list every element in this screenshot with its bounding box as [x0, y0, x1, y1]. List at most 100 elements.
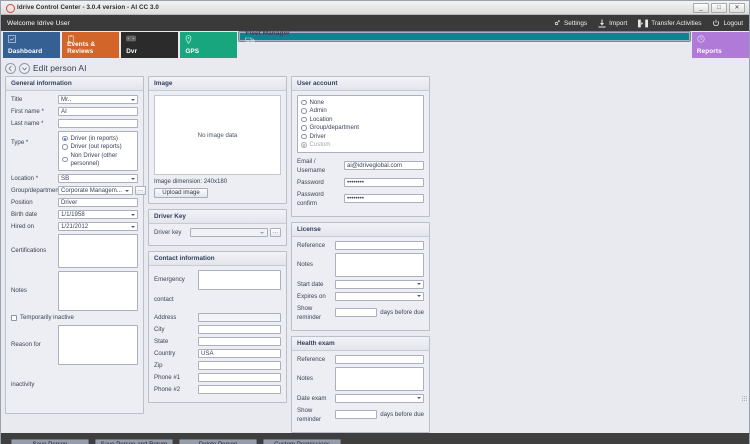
- position-input[interactable]: [58, 198, 138, 207]
- download-icon: [598, 19, 606, 28]
- group-department-select[interactable]: Corporate Managem...: [58, 186, 133, 195]
- column-general: General information Title Mr.. First nam…: [5, 76, 146, 414]
- phone2-input[interactable]: [198, 385, 281, 394]
- address-input[interactable]: [198, 313, 281, 322]
- driver-key-browse-button[interactable]: ...: [269, 228, 281, 237]
- logout-button[interactable]: Logout: [712, 19, 743, 28]
- phone1-input[interactable]: [198, 373, 281, 382]
- health-notes-textarea[interactable]: [335, 366, 424, 391]
- custom-permissions-button[interactable]: Custom Permissions: [263, 439, 341, 444]
- nav-tile-reports[interactable]: Reports: [691, 32, 749, 58]
- close-button[interactable]: ✕: [729, 2, 745, 13]
- group-department-browse-button[interactable]: ...: [134, 186, 146, 195]
- license-expires-on-picker[interactable]: [335, 291, 424, 301]
- license-reference-input[interactable]: [335, 240, 424, 250]
- hired-on-picker[interactable]: 1/21/2012: [58, 222, 138, 231]
- health-date-exam-picker[interactable]: [335, 393, 424, 403]
- radio-dot-icon: [301, 116, 307, 123]
- nav-tile-dashboard[interactable]: Dashboard: [3, 32, 61, 58]
- settings-button[interactable]: Settings: [552, 19, 587, 28]
- maximize-button[interactable]: □: [711, 2, 727, 13]
- zip-label: Zip: [154, 362, 163, 369]
- transfer-activities-button[interactable]: Transfer Activities: [638, 19, 701, 28]
- license-start-date-picker[interactable]: [335, 279, 424, 289]
- field-temporarily-inactive[interactable]: Temporarily inactive: [11, 314, 138, 321]
- title-select[interactable]: Mr..: [58, 95, 138, 104]
- location-label: Location *: [11, 175, 39, 182]
- top-bar: Welcome Idrive User Settings Import Tran…: [1, 15, 749, 31]
- role-radio-none[interactable]: None: [301, 99, 420, 107]
- password-confirm-input[interactable]: [344, 194, 424, 203]
- email-username-input[interactable]: [344, 161, 424, 170]
- delete-person-button[interactable]: Delete Person: [179, 439, 257, 444]
- nav-tile-events-reviews[interactable]: Events & Reviews: [62, 32, 120, 58]
- health-reminder-input[interactable]: [335, 410, 378, 419]
- title-select-value: Mr..: [61, 96, 72, 103]
- resize-grip[interactable]: [742, 396, 747, 401]
- truck-icon: [245, 36, 256, 45]
- field-notes: Notes: [11, 271, 138, 311]
- type-label: Type *: [11, 139, 29, 146]
- notes-label: Notes: [11, 287, 27, 294]
- field-title: Title Mr..: [11, 95, 138, 104]
- save-person-and-return-button[interactable]: Save Person and Return: [95, 439, 173, 444]
- license-reminder-suffix: days before due: [380, 309, 424, 316]
- back-arrow-icon[interactable]: [5, 62, 16, 74]
- city-input[interactable]: [198, 325, 281, 334]
- notes-textarea[interactable]: [58, 271, 138, 311]
- first-name-label: First name *: [11, 108, 44, 115]
- birth-date-picker[interactable]: 1/1/1958: [58, 210, 138, 219]
- upload-image-button[interactable]: Upload image: [154, 188, 208, 198]
- type-radio-driver-in-reports[interactable]: Driver (in reports): [62, 135, 134, 143]
- field-license-start-date: Start date: [297, 279, 424, 289]
- reason-for-inactivity-textarea[interactable]: [58, 325, 138, 365]
- role-radio-driver-label: Driver: [309, 132, 326, 140]
- license-notes-textarea[interactable]: [335, 252, 424, 277]
- driver-key-select[interactable]: [190, 228, 268, 237]
- last-name-input[interactable]: [58, 119, 138, 128]
- field-zip: Zip: [154, 361, 281, 370]
- clock-icon: [697, 35, 705, 45]
- address-label: Address: [154, 314, 177, 321]
- password-input[interactable]: [344, 177, 424, 187]
- role-radio-admin[interactable]: Admin: [301, 107, 420, 115]
- minimize-button[interactable]: _: [693, 2, 709, 13]
- birth-date-label: Birth date: [11, 211, 38, 218]
- zip-input[interactable]: [198, 361, 281, 370]
- nav-tile-gps[interactable]: GPS: [180, 32, 238, 58]
- type-radio-driver-out-reports[interactable]: Driver (out reports): [62, 143, 134, 151]
- health-reminder-suffix: days before due: [380, 411, 424, 418]
- role-radio-location[interactable]: Location: [301, 116, 420, 124]
- state-input[interactable]: [198, 337, 281, 346]
- save-person-button[interactable]: Save Person: [11, 439, 89, 444]
- transfer-activities-label: Transfer Activities: [651, 19, 702, 27]
- field-emergency-contact: Emergency contact: [154, 270, 281, 310]
- country-input[interactable]: [198, 349, 281, 358]
- certifications-label: Certifications: [11, 247, 47, 254]
- chevron-down-icon: [124, 187, 131, 194]
- nav-tile-fleet-manager[interactable]: Fleet Manager: [238, 30, 691, 43]
- location-select-value: SB: [61, 175, 70, 182]
- last-name-label: Last name *: [11, 120, 44, 127]
- location-select[interactable]: SB: [58, 174, 138, 183]
- nav-tile-dvr[interactable]: Dvr: [121, 32, 179, 58]
- type-radio-non-driver-label: Non Driver (other personnel): [70, 151, 118, 167]
- type-radio-non-driver[interactable]: Non Driver (other personnel): [62, 152, 134, 168]
- field-group-department: Group/department Corporate Managem... ..…: [11, 186, 146, 195]
- app-logo-icon: [5, 3, 15, 13]
- role-radio-group-department[interactable]: Group/department: [301, 124, 420, 132]
- temporarily-inactive-checkbox[interactable]: [11, 314, 17, 321]
- footer-actions: Save Person Save Person and Return Delet…: [1, 432, 749, 444]
- first-name-input[interactable]: [58, 107, 138, 116]
- certifications-textarea[interactable]: [58, 234, 138, 268]
- field-location: Location * SB: [11, 174, 138, 183]
- health-reference-input[interactable]: [335, 354, 424, 364]
- import-button[interactable]: Import: [598, 19, 627, 28]
- role-radio-driver[interactable]: Driver: [301, 133, 420, 141]
- emergency-contact-textarea[interactable]: [198, 270, 281, 290]
- license-reminder-input[interactable]: [335, 308, 378, 317]
- field-birth-date: Birth date 1/1/1958: [11, 210, 138, 219]
- radio-dot-icon: [301, 108, 307, 114]
- role-radio-custom-label: Custom: [309, 141, 331, 148]
- down-arrow-icon[interactable]: [19, 62, 30, 74]
